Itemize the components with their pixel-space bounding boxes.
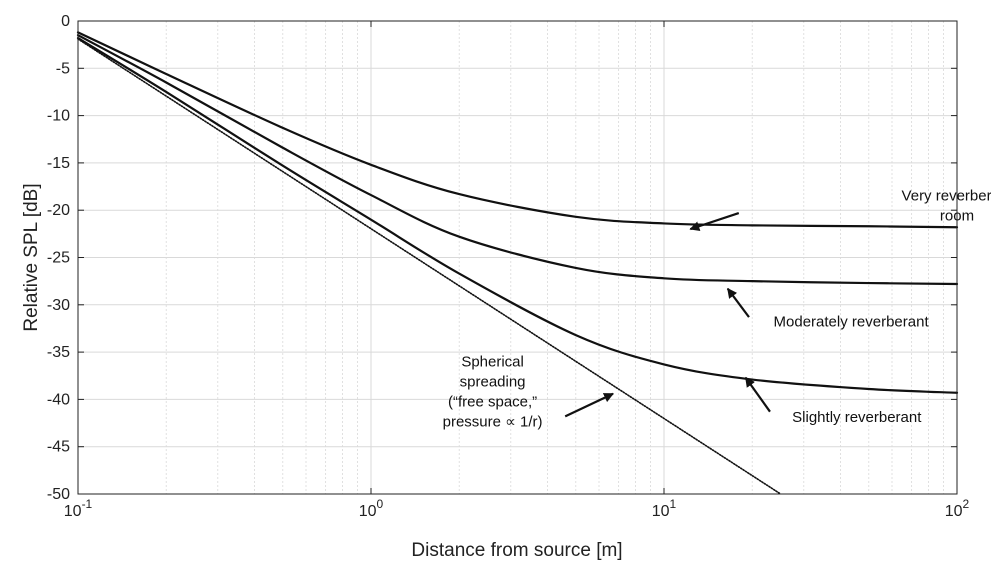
annotation-very-reverberant: Very reverberant room [689, 188, 991, 232]
series-slightly-reverberant [76, 36, 959, 394]
x-tick-label: 10-1 [64, 497, 93, 520]
x-tick-label: 100 [359, 497, 384, 520]
y-tick-label: -20 [47, 202, 70, 219]
y-tick-label: -40 [47, 391, 70, 408]
annotation-arrow [689, 211, 740, 232]
y-tick-label: -25 [47, 250, 70, 267]
annotations-layer: Very reverberant room Moderately reverbera… [443, 188, 991, 431]
y-axis-label: Relative SPL [dB] [21, 183, 42, 331]
annotation-arrow [744, 376, 771, 413]
y-tick-label: 0 [61, 13, 70, 30]
annotation-text: room [940, 208, 974, 225]
annotation-text: (“free space,” [448, 393, 537, 410]
annotation-arrow [726, 287, 750, 318]
annotation-spherical-spreading: Spherical spreading (“free space,” pressure… [443, 353, 614, 430]
annotation-arrow [564, 392, 614, 418]
y-tick-label: -35 [47, 344, 70, 361]
series-spherical-spreading [77, 38, 782, 495]
series-moderately-reverberant [76, 34, 959, 286]
y-tick-label: -45 [47, 439, 70, 456]
annotation-slightly-reverberant: Slightly reverberant [744, 376, 922, 426]
y-tick-label: -5 [56, 60, 70, 77]
y-tick-label: -15 [47, 155, 70, 172]
series-very-reverberant [76, 31, 959, 229]
x-tick-label: 101 [652, 497, 677, 520]
annotation-moderately-reverberant: Moderately reverberant [726, 287, 930, 331]
annotation-text: Slightly reverberant [792, 409, 922, 426]
y-tick-label: -10 [47, 108, 70, 125]
annotation-text: Very reverberant [902, 188, 991, 205]
annotation-text: Moderately reverberant [774, 314, 930, 331]
series-layer [76, 31, 959, 495]
x-tick-label: 102 [945, 497, 970, 520]
annotation-text: pressure ∝ 1/r) [443, 413, 543, 430]
y-tick-label: -50 [47, 486, 70, 503]
x-axis-label: Distance from source [m] [411, 540, 622, 561]
annotation-text: spreading [460, 373, 526, 390]
y-tick-label: -30 [47, 297, 70, 314]
annotation-text: Spherical [461, 353, 524, 370]
